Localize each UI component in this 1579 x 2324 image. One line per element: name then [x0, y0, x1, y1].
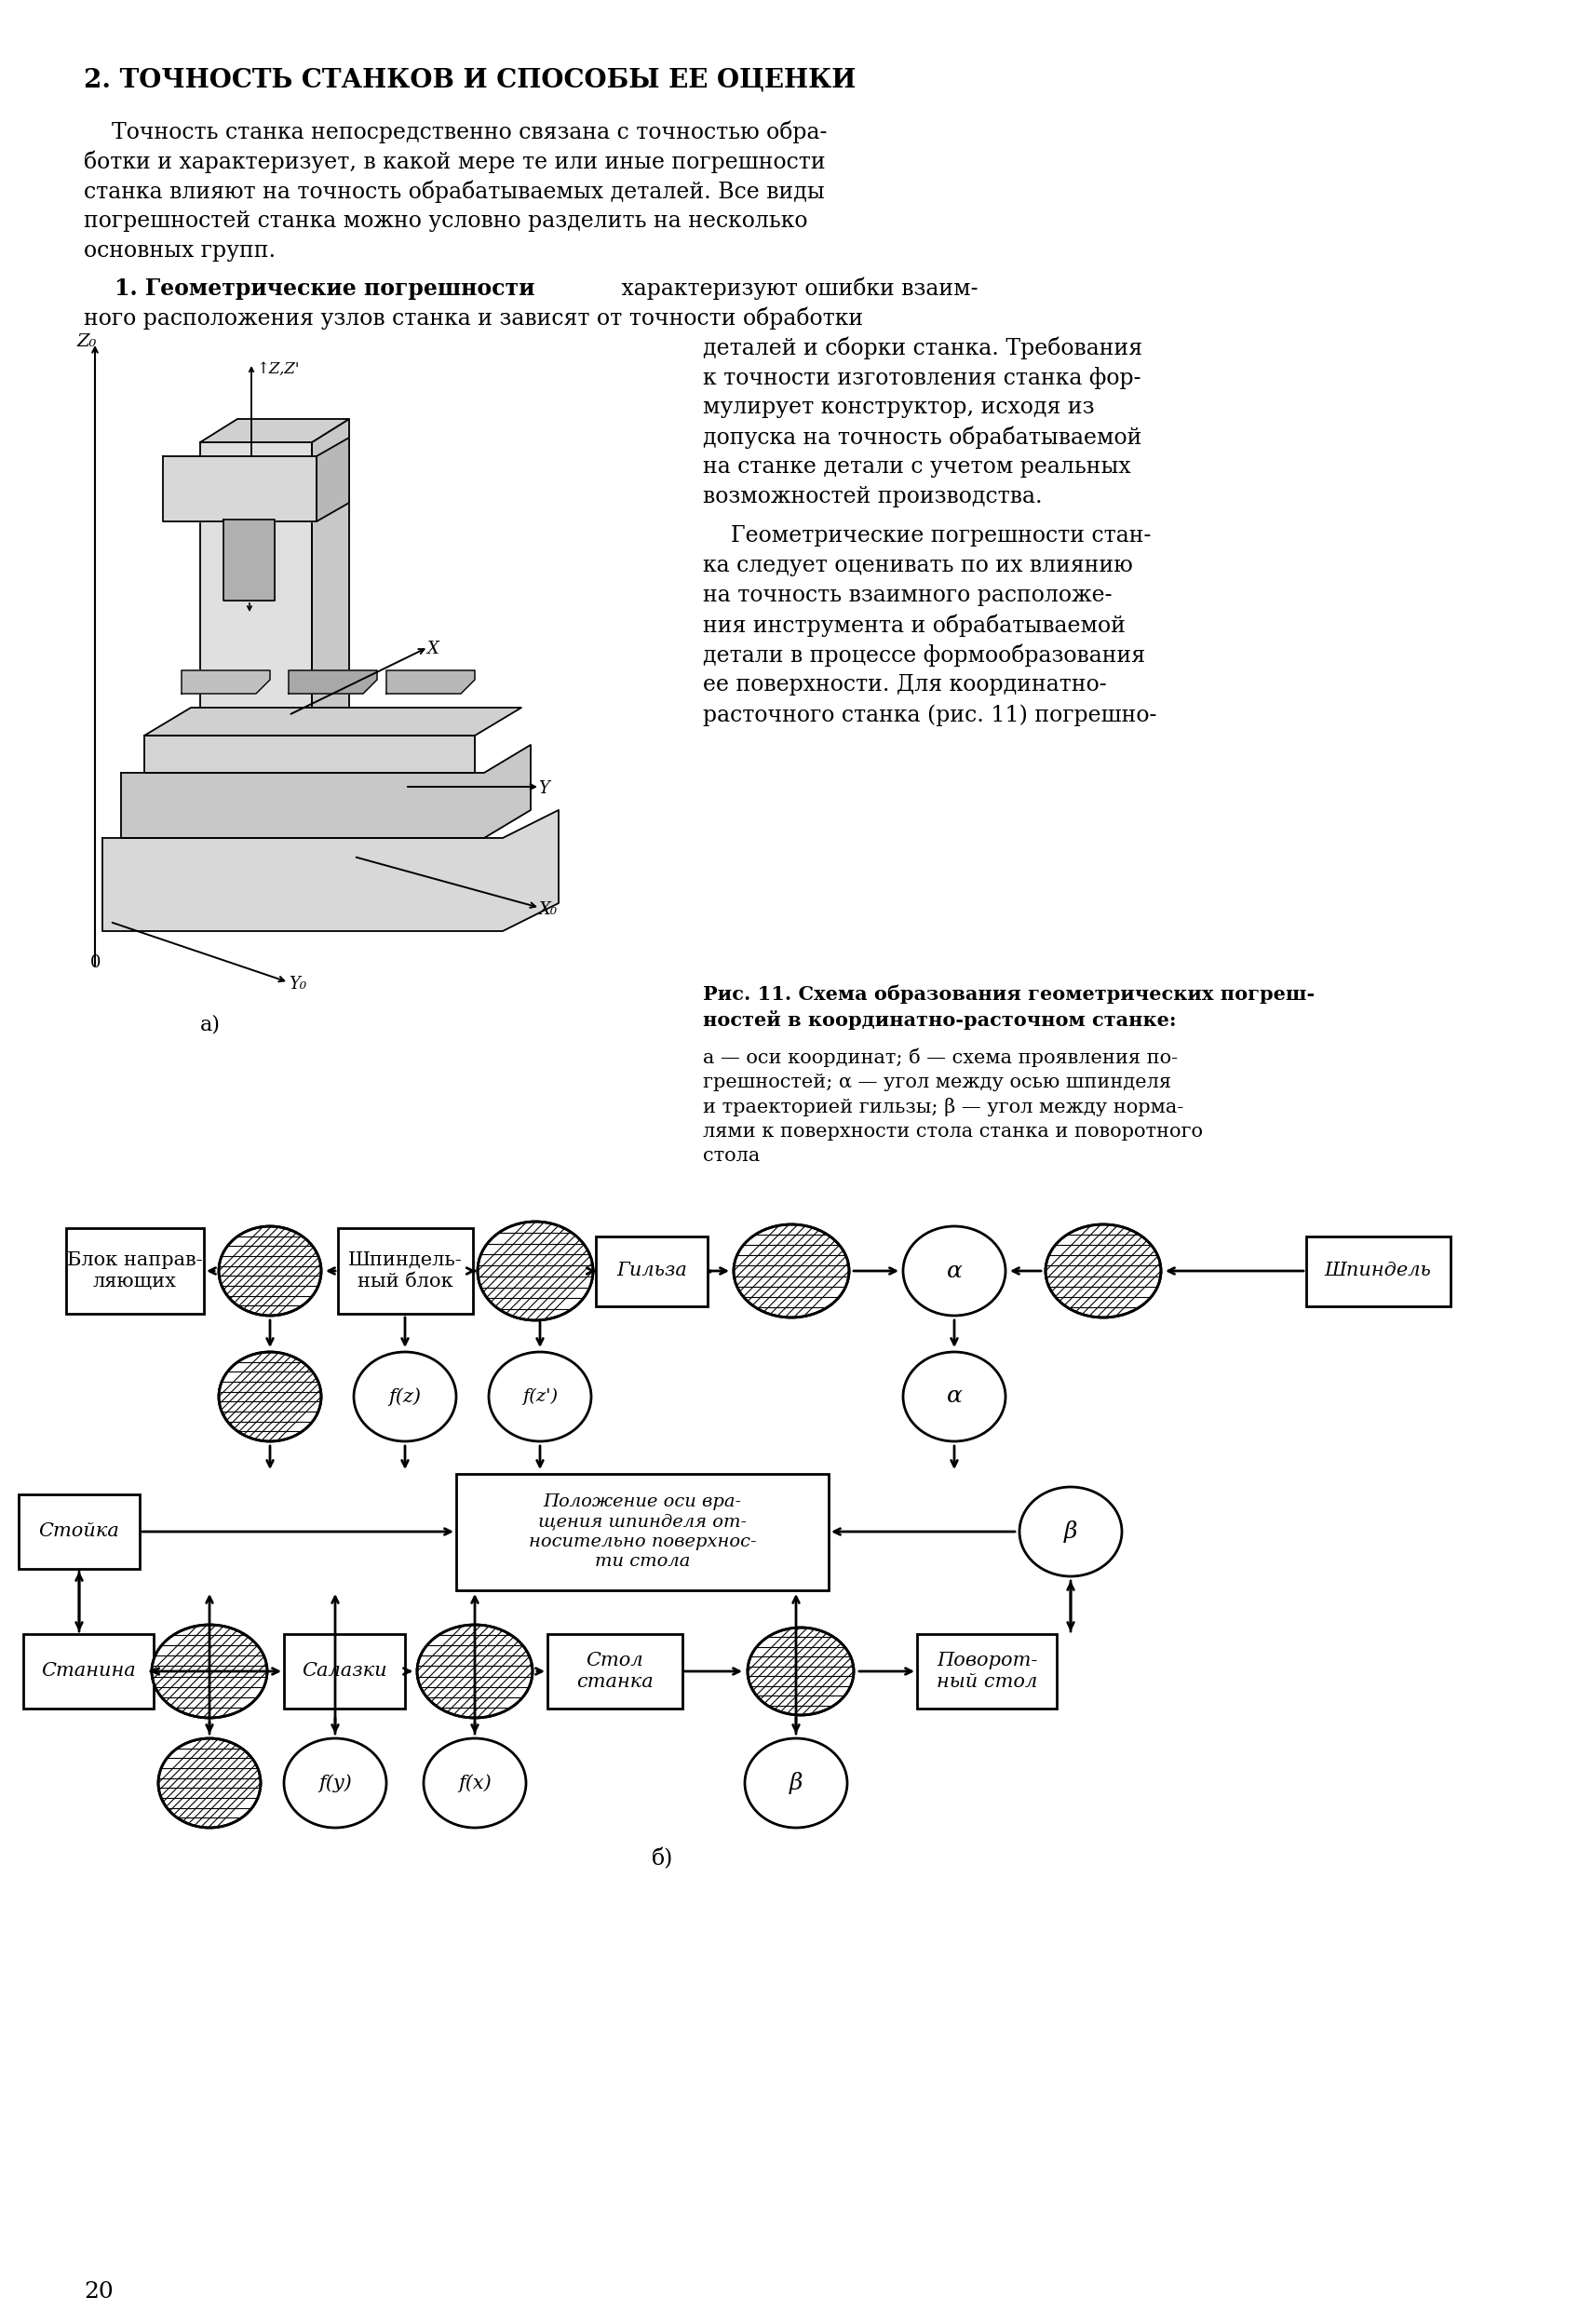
Text: f(z): f(z) [388, 1387, 422, 1406]
FancyBboxPatch shape [66, 1227, 204, 1313]
Ellipse shape [903, 1227, 1006, 1315]
Text: возможностей производства.: возможностей производства. [703, 486, 1042, 507]
FancyBboxPatch shape [546, 1634, 682, 1708]
Text: β: β [1064, 1520, 1077, 1543]
Polygon shape [201, 418, 349, 442]
Text: Шпиндель-
ный блок: Шпиндель- ный блок [347, 1253, 463, 1290]
Text: Блок направ-
ляющих: Блок направ- ляющих [68, 1253, 202, 1290]
Text: на станке детали с учетом реальных: на станке детали с учетом реальных [703, 456, 1131, 479]
FancyBboxPatch shape [595, 1236, 707, 1306]
Text: Гильза: Гильза [616, 1262, 687, 1281]
Text: а — оси координат; б — схема проявления по-
грешностей; α — угол между осью шпин: а — оси координат; б — схема проявления … [703, 1048, 1203, 1164]
Text: X: X [426, 641, 439, 658]
Ellipse shape [477, 1222, 594, 1320]
Text: 2. ТОЧНОСТЬ СТАНКОВ И СПОСОБЫ ЕЕ ОЦЕНКИ: 2. ТОЧНОСТЬ СТАНКОВ И СПОСОБЫ ЕЕ ОЦЕНКИ [84, 67, 856, 93]
Text: ния инструмента и обрабатываемой: ния инструмента и обрабатываемой [703, 614, 1126, 637]
Ellipse shape [152, 1624, 267, 1717]
Text: ее поверхности. Для координатно-: ее поверхности. Для координатно- [703, 674, 1107, 695]
Polygon shape [289, 669, 377, 693]
Polygon shape [103, 811, 559, 932]
Text: Y: Y [538, 781, 549, 797]
Text: f(y): f(y) [319, 1773, 352, 1792]
FancyBboxPatch shape [19, 1494, 139, 1569]
Text: допуска на точность обрабатываемой: допуска на точность обрабатываемой [703, 425, 1142, 449]
Text: на точность взаимного расположе-: на точность взаимного расположе- [703, 586, 1112, 607]
Polygon shape [201, 442, 313, 779]
FancyBboxPatch shape [456, 1473, 829, 1590]
Text: деталей и сборки станка. Требования: деталей и сборки станка. Требования [703, 337, 1143, 360]
Text: β: β [790, 1771, 802, 1794]
Text: f(z'): f(z') [523, 1387, 557, 1406]
Text: Геометрические погрешности стан-: Геометрические погрешности стан- [703, 525, 1151, 546]
Text: Точность станка непосредственно связана с точностью обра-: Точность станка непосредственно связана … [84, 121, 827, 144]
Ellipse shape [219, 1353, 321, 1441]
Text: ботки и характеризует, в какой мере те или иные погрешности: ботки и характеризует, в какой мере те и… [84, 151, 826, 174]
Text: Поворот-
ный стол: Поворот- ный стол [936, 1652, 1037, 1692]
Ellipse shape [354, 1353, 456, 1441]
Text: погрешностей станка можно условно разделить на несколько: погрешностей станка можно условно раздел… [84, 211, 807, 232]
Ellipse shape [903, 1353, 1006, 1441]
Polygon shape [313, 418, 349, 779]
Polygon shape [316, 437, 349, 521]
Ellipse shape [423, 1738, 526, 1827]
FancyBboxPatch shape [24, 1634, 153, 1708]
Text: α: α [946, 1385, 962, 1408]
Text: Z₀: Z₀ [76, 332, 96, 351]
Text: Шпиндель: Шпиндель [1325, 1262, 1432, 1281]
Text: α: α [946, 1260, 962, 1281]
Text: Положение оси вра-
щения шпинделя от-
носительно поверхнос-
ти стола: Положение оси вра- щения шпинделя от- но… [529, 1494, 756, 1571]
Text: мулирует конструктор, исходя из: мулирует конструктор, исходя из [703, 397, 1094, 418]
Ellipse shape [1045, 1225, 1161, 1318]
Ellipse shape [745, 1738, 848, 1827]
Ellipse shape [158, 1738, 261, 1827]
Polygon shape [163, 456, 316, 521]
Text: детали в процессе формообразования: детали в процессе формообразования [703, 644, 1145, 667]
Polygon shape [144, 706, 521, 737]
Ellipse shape [219, 1227, 321, 1315]
Polygon shape [182, 669, 270, 693]
FancyBboxPatch shape [917, 1634, 1056, 1708]
Ellipse shape [489, 1353, 591, 1441]
Text: ного расположения узлов станка и зависят от точности обработки: ного расположения узлов станка и зависят… [84, 307, 864, 330]
Text: 1. Геометрические погрешности: 1. Геометрические погрешности [84, 277, 535, 300]
Polygon shape [387, 669, 475, 693]
Ellipse shape [747, 1627, 854, 1715]
Text: X₀: X₀ [538, 902, 557, 918]
Text: основных групп.: основных групп. [84, 239, 276, 263]
Polygon shape [122, 746, 531, 839]
Text: Рис. 11. Схема образования геометрических погреш-
ностей в координатно-расточном: Рис. 11. Схема образования геометрически… [703, 985, 1315, 1030]
Text: Стол
станка: Стол станка [576, 1652, 654, 1692]
Polygon shape [224, 521, 275, 600]
FancyBboxPatch shape [338, 1227, 472, 1313]
Text: Y₀: Y₀ [289, 976, 306, 992]
Ellipse shape [1020, 1487, 1121, 1576]
Text: ка следует оценивать по их влиянию: ка следует оценивать по их влиянию [703, 555, 1132, 576]
Ellipse shape [284, 1738, 387, 1827]
Text: Салазки: Салазки [302, 1662, 387, 1680]
FancyBboxPatch shape [284, 1634, 404, 1708]
Text: Станина: Станина [41, 1662, 136, 1680]
Text: Стойка: Стойка [39, 1522, 120, 1541]
Text: ↑Z,Z': ↑Z,Z' [256, 360, 300, 376]
Text: расточного станка (рис. 11) погрешно-: расточного станка (рис. 11) погрешно- [703, 704, 1157, 725]
Text: станка влияют на точность обрабатываемых деталей. Все виды: станка влияют на точность обрабатываемых… [84, 181, 824, 205]
Text: а): а) [201, 1016, 221, 1037]
Ellipse shape [734, 1225, 850, 1318]
Ellipse shape [417, 1624, 532, 1717]
Polygon shape [144, 737, 475, 774]
Text: f(x): f(x) [458, 1773, 491, 1792]
FancyBboxPatch shape [1306, 1236, 1450, 1306]
Text: б): б) [652, 1848, 674, 1871]
Text: 20: 20 [84, 2282, 114, 2303]
Text: к точности изготовления станка фор-: к точности изготовления станка фор- [703, 367, 1142, 388]
Text: 0: 0 [90, 955, 101, 971]
Text: характеризуют ошибки взаим-: характеризуют ошибки взаим- [614, 277, 977, 300]
